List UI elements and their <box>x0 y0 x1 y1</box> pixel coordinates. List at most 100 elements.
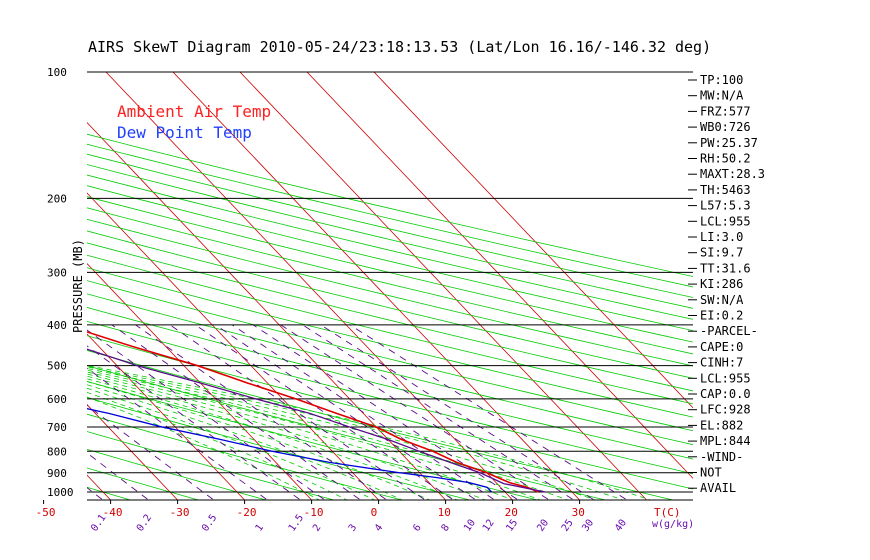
pressure-tick-label: 100 <box>47 66 67 79</box>
mixing-ratio-tick-label: 30 <box>580 518 596 534</box>
dry-adiabat-line <box>87 230 693 379</box>
isotherm-line <box>87 262 312 500</box>
moist-adiabat-line <box>87 375 487 500</box>
bottom-temp-tick-label: 10 <box>438 506 451 519</box>
mixing-ratio-tick-label: 2 <box>311 522 323 533</box>
dry-adiabat-line <box>87 431 336 500</box>
index-label: SW:N/A <box>700 293 744 307</box>
mixing-ratio-tick-label: 8 <box>440 522 452 533</box>
dry-adiabat-line <box>87 307 693 460</box>
moist-adiabat-line <box>87 378 459 500</box>
index-label: TP:100 <box>700 73 743 87</box>
dry-adiabat-line <box>87 467 200 500</box>
dry-adiabat-line <box>87 267 693 418</box>
bottom-temp-tick-label: -10 <box>304 506 324 519</box>
bottom-temp-tick-label: -20 <box>237 506 257 519</box>
dry-adiabat-line <box>87 207 693 355</box>
bottom-temp-tick-label: -30 <box>170 506 190 519</box>
grid-layer <box>0 72 693 500</box>
index-label: NOT <box>700 466 722 480</box>
dry-adiabat-line <box>87 133 693 277</box>
dry-adiabat-line <box>87 218 693 367</box>
mixing-ratio-line <box>215 324 475 500</box>
dry-adiabat-line <box>87 185 693 332</box>
index-label: AVAIL <box>700 481 736 495</box>
moist-adiabat-line <box>87 369 570 500</box>
mixing-ratio-tick-label: 12 <box>481 518 497 534</box>
series-line-dew <box>87 408 493 493</box>
index-label: SI:9.7 <box>700 246 743 260</box>
bottom-temp-tick-label: 0 <box>371 506 378 519</box>
pressure-tick-label: 300 <box>47 266 67 279</box>
dry-adiabat-line <box>87 280 693 432</box>
index-label: EI:0.2 <box>700 309 743 323</box>
dry-adiabat-line <box>87 174 693 320</box>
index-label: RH:50.2 <box>700 152 751 166</box>
bottom-temp-tick-label: -50 <box>36 506 56 519</box>
index-label: MAXT:28.3 <box>700 167 765 181</box>
mixing-ratio-tick-label: 3 <box>347 522 359 533</box>
pressure-tick-label: 700 <box>47 421 67 434</box>
mixing-ratio-tick-label: 4 <box>373 522 385 533</box>
mixing-ratio-line <box>135 324 386 500</box>
index-label: -PARCEL- <box>700 324 758 338</box>
moist-adiabat-line <box>87 365 653 500</box>
pressure-tick-label: 800 <box>47 445 67 458</box>
mixing-ratio-line <box>87 367 267 500</box>
mixing-ratio-tick-label: 6 <box>411 522 423 533</box>
mixing-ratio-line <box>87 345 300 500</box>
pressure-tick-label: 200 <box>47 192 67 205</box>
dry-adiabat-line <box>87 380 540 500</box>
moist-adiabat-line <box>87 387 376 500</box>
index-label: MW:N/A <box>700 89 744 103</box>
mixing-unit-label: w(g/kg) <box>652 519 694 530</box>
isotherm-line <box>87 121 446 500</box>
mixing-ratio-line <box>349 324 626 500</box>
dry-adiabat-line <box>87 365 607 500</box>
mixing-ratio-line <box>87 404 213 500</box>
index-label: WB0:726 <box>700 120 751 134</box>
isotherm-line <box>306 72 693 479</box>
dry-adiabat-line <box>87 254 693 405</box>
mixing-ratio-tick-label: 0.2 <box>135 513 154 534</box>
y-axis-label: PRESSURE (MB) <box>71 239 85 333</box>
pressure-tick-label: 500 <box>47 360 67 373</box>
isotherm-line <box>87 404 178 500</box>
dry-adiabat-line <box>87 196 693 343</box>
bottom-temp-tick-label: 20 <box>505 506 518 519</box>
legend-air: Ambient Air Temp <box>117 102 271 121</box>
pressure-tick-label: 600 <box>47 393 67 406</box>
dry-adiabat-line <box>87 293 693 446</box>
dry-adiabat-line <box>87 320 693 475</box>
moist-adiabat-line <box>87 368 597 500</box>
moist-adiabat-line <box>87 384 404 500</box>
dry-adiabat-line <box>87 143 693 288</box>
mixing-ratio-tick-label: 0.5 <box>200 513 219 534</box>
index-label: CINH:7 <box>700 356 743 370</box>
isotherm-line <box>239 72 647 500</box>
bottom-temp-tick-label: -40 <box>103 506 123 519</box>
isotherm-line <box>87 333 245 500</box>
pressure-tick-label: 400 <box>47 319 67 332</box>
index-label: LCL:955 <box>700 371 751 385</box>
mixing-ratio-tick-label: 15 <box>504 518 520 534</box>
index-label: L57:5.3 <box>700 199 751 213</box>
dry-adiabat-line <box>87 397 472 500</box>
pressure-tick-label: 1000 <box>47 486 74 499</box>
index-label: CAPE:0 <box>700 340 743 354</box>
isotherm-line <box>373 72 693 409</box>
dry-adiabat-line <box>87 486 132 500</box>
isotherm-line <box>0 72 44 500</box>
dry-adiabat-line <box>87 164 693 309</box>
mixing-ratio-line <box>231 324 494 500</box>
moist-adiabat-line <box>87 396 321 500</box>
mixing-ratio-line <box>87 329 324 500</box>
series-line-parcel <box>87 348 546 493</box>
isotherm-line <box>87 192 379 500</box>
dry-adiabat-line <box>87 335 693 490</box>
isotherm-line <box>105 72 513 500</box>
dry-adiabat-line <box>87 350 675 500</box>
dry-adiabat-line <box>87 242 693 392</box>
